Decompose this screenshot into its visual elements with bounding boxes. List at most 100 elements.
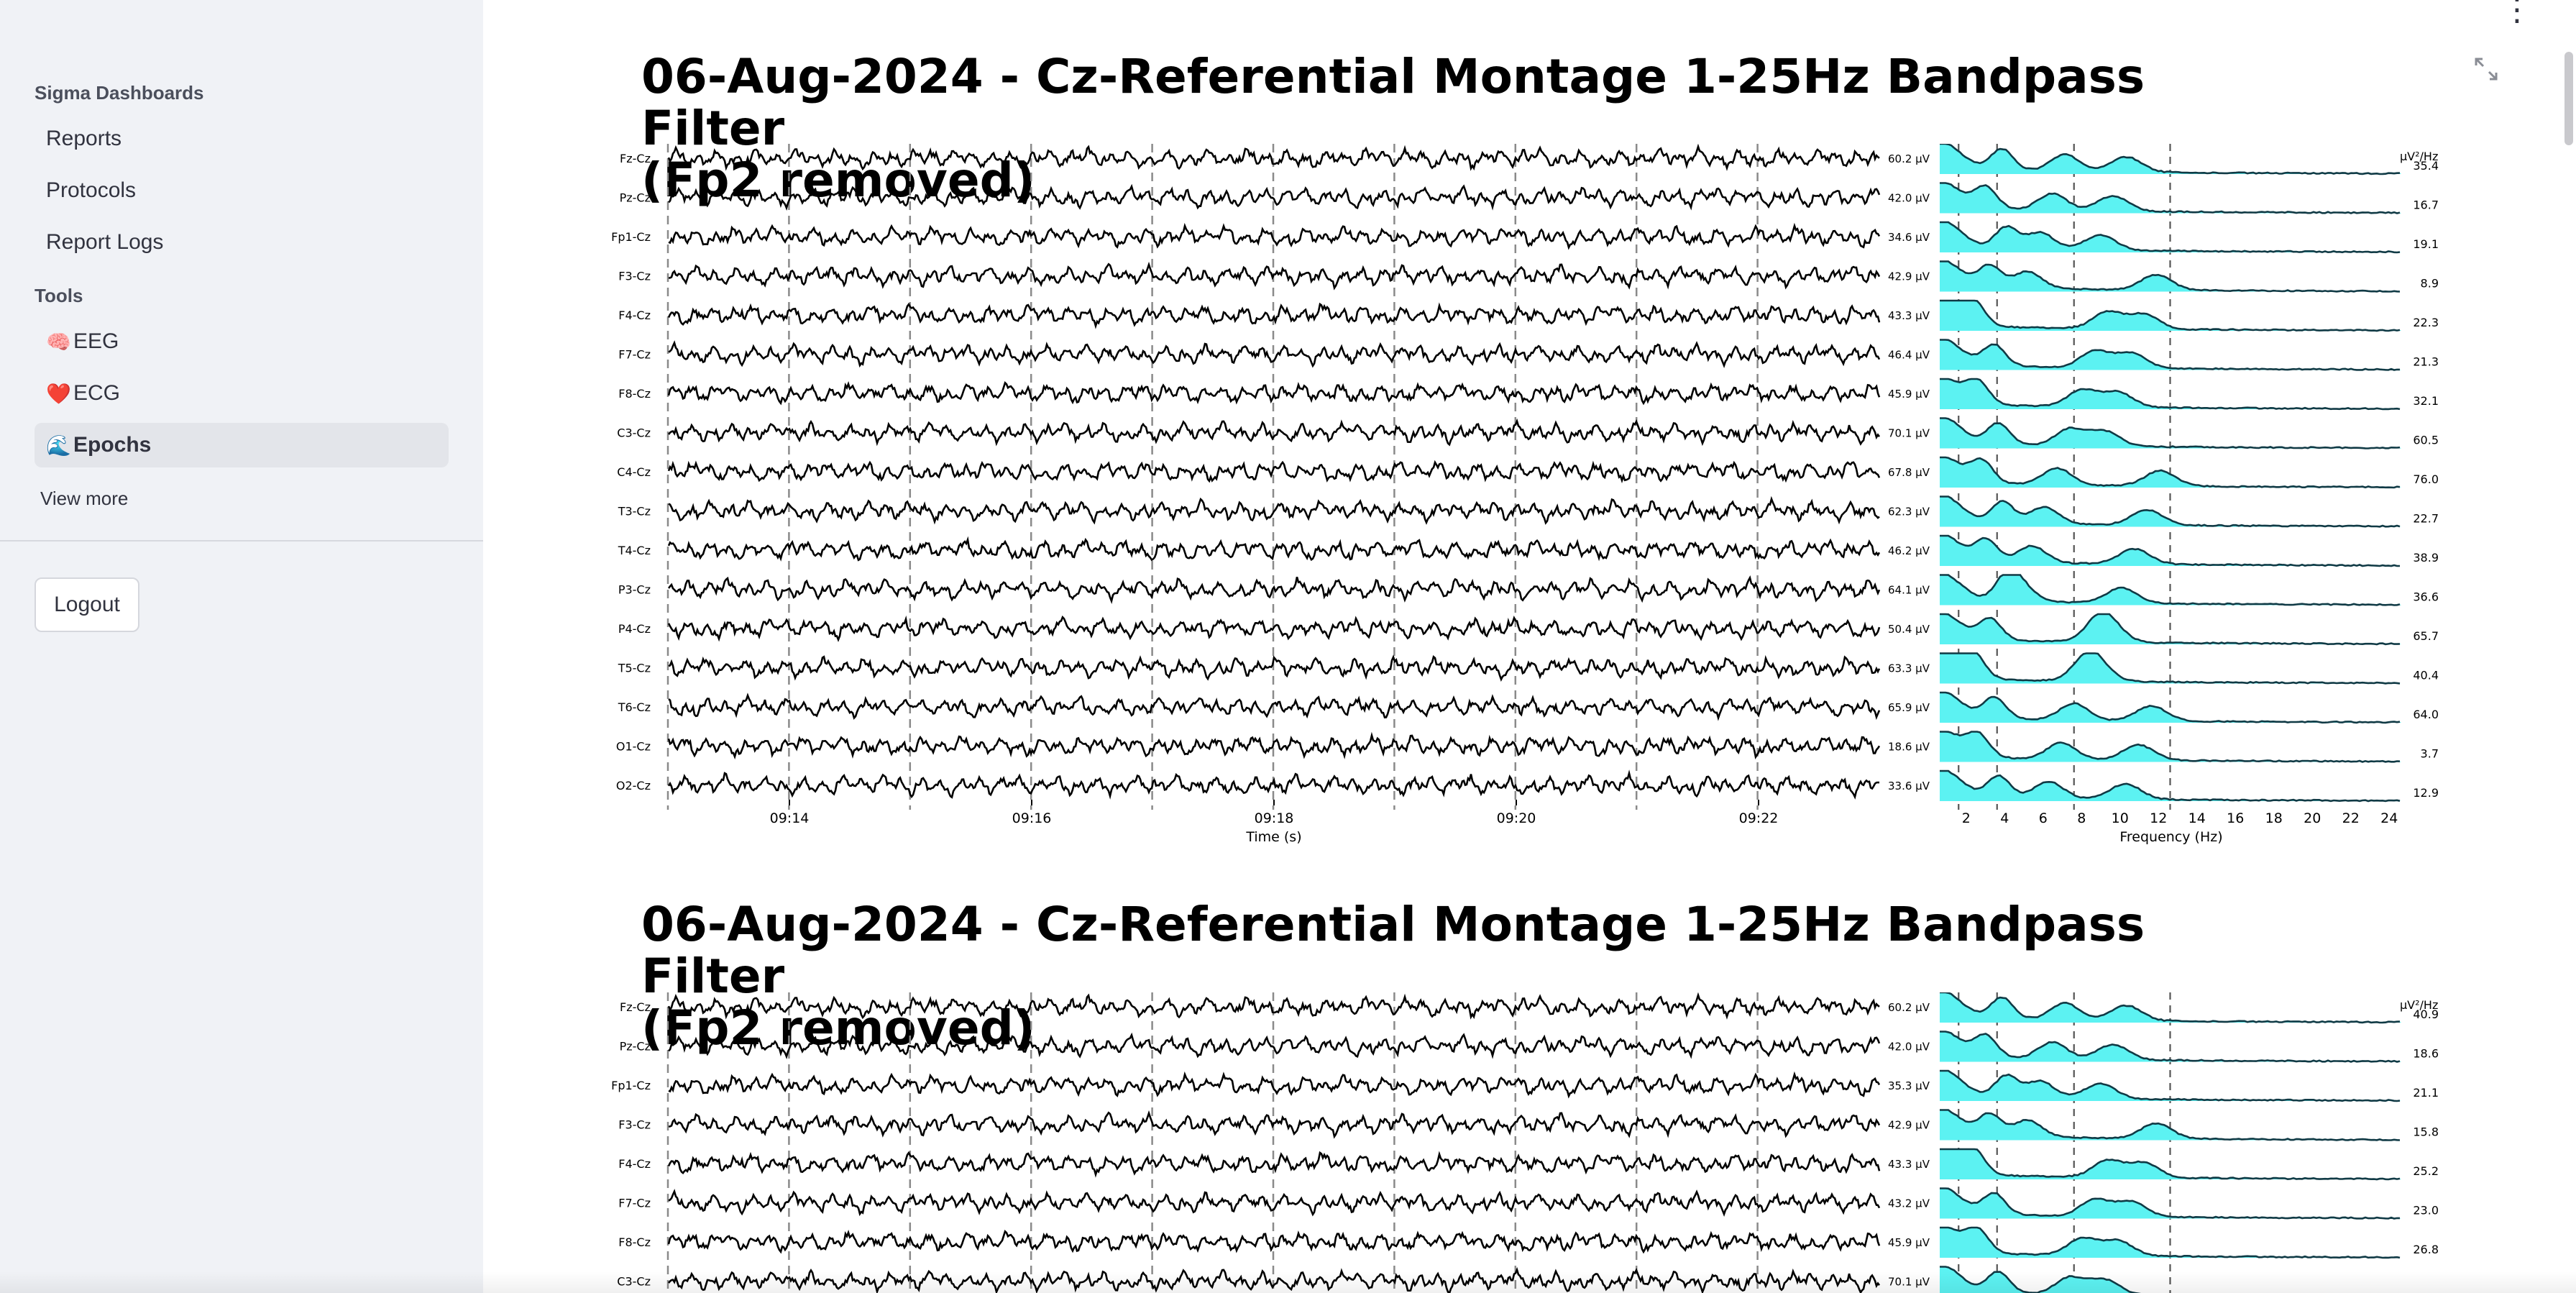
amplitude-label: 33.6 µV [1888,780,1930,792]
psd-max-label: 36.6 [2413,590,2439,604]
plot-title-line1: 06-Aug-2024 - Cz-Referential Montage 1-2… [641,51,2295,155]
psd-max-label: 22.3 [2413,316,2439,329]
sidebar-section-sigma-dashboards: Sigma Dashboards [35,82,204,104]
psd-max-label: 32.1 [2413,394,2439,408]
channel-label: P4-Cz [618,622,651,636]
freq-tick-label: 8 [2077,810,2086,826]
psd-max-label: 26.8 [2413,1243,2439,1256]
amplitude-label: 34.6 µV [1888,231,1930,244]
channel-label: C4-Cz [617,465,651,479]
freq-tick-label: 20 [2304,810,2321,826]
amplitude-label: 42.9 µV [1888,270,1930,283]
scrollbar[interactable] [2564,52,2573,145]
freq-tick-label: 14 [2188,810,2206,826]
channel-label: T6-Cz [618,700,651,714]
eeg-trace [669,1112,1879,1136]
time-axis-label: Time (s) [1245,829,1301,845]
channel-label: F7-Cz [618,348,651,362]
psd-max-label: 40.9 [2413,1008,2439,1021]
channel-label: Pz-Cz [620,1040,651,1054]
psd-max-label: 18.6 [2413,1047,2439,1061]
psd-max-label: 60.5 [2413,434,2439,447]
eeg-trace [669,1231,1879,1251]
channel-label: Fz-Cz [620,1000,651,1014]
amplitude-label: 42.0 µV [1888,192,1930,205]
psd-max-label: 3.7 [2421,747,2439,761]
channel-label: Fp1-Cz [611,1079,651,1092]
channel-label: F3-Cz [618,270,651,283]
channel-label: Fz-Cz [620,152,651,165]
amplitude-label: 65.9 µV [1888,701,1930,714]
psd-max-label: 12.9 [2413,786,2439,800]
channel-label: P3-Cz [618,583,651,597]
time-tick-label: 09:22 [1739,810,1779,826]
amplitude-label: 42.9 µV [1888,1119,1930,1132]
amplitude-label: 50.4 µV [1888,623,1930,636]
psd-max-label: 22.7 [2413,512,2439,526]
eeg-trace [669,383,1879,403]
amplitude-label: 60.2 µV [1888,152,1930,165]
channel-label: T4-Cz [618,544,651,557]
eeg-trace [669,264,1879,288]
freq-tick-label: 2 [1962,810,1971,826]
time-tick-label: 09:14 [770,810,810,826]
psd-max-label: 23.0 [2413,1204,2439,1217]
psd-max-label: 65.7 [2413,629,2439,643]
amplitude-label: 67.8 µV [1888,466,1930,479]
amplitude-label: 43.3 µV [1888,309,1930,322]
channel-label: F3-Cz [618,1118,651,1132]
psd-max-label: 38.9 [2413,551,2439,565]
eeg-epoch-chart: µV²/HzFz-Cz 60.2 µV 35.4Pz-Cz 42.0 µV 16.7Fp… [0,144,2459,870]
freq-tick-label: 10 [2112,810,2129,826]
channel-label: T5-Cz [618,662,651,675]
psd-max-label: 25.2 [2413,1164,2439,1178]
psd-max-label: 19.1 [2413,237,2439,251]
channel-label: C3-Cz [617,426,651,440]
more-menu-icon[interactable]: ⋮ [2501,0,2533,26]
channel-label: O1-Cz [616,740,651,754]
psd-max-label: 35.4 [2413,159,2439,173]
time-tick-label: 09:18 [1255,810,1294,826]
plot-title-line1: 06-Aug-2024 - Cz-Referential Montage 1-2… [641,899,2295,1002]
freq-tick-label: 24 [2380,810,2398,826]
amplitude-label: 45.9 µV [1888,388,1930,401]
channel-label: T3-Cz [618,505,651,518]
eeg-epoch-chart: µV²/HzFz-Cz 60.2 µV 40.9Pz-Cz 42.0 µV 18.6Fp… [0,992,2459,1293]
channel-label: F7-Cz [618,1197,651,1210]
time-tick-label: 09:16 [1012,810,1052,826]
channel-label: F8-Cz [618,1235,651,1249]
freq-tick-label: 12 [2150,810,2167,826]
time-tick-label: 09:20 [1497,810,1536,826]
eeg-trace [669,540,1879,560]
freq-tick-label: 16 [2227,810,2244,826]
amplitude-label: 45.9 µV [1888,1236,1930,1249]
psd-max-label: 8.9 [2421,277,2439,291]
psd-max-label: 16.7 [2413,198,2439,212]
channel-label: F4-Cz [618,309,651,322]
amplitude-label: 46.4 µV [1888,349,1930,362]
amplitude-label: 60.2 µV [1888,1001,1930,1014]
freq-tick-label: 18 [2265,810,2283,826]
fullscreen-icon[interactable] [2473,56,2499,82]
amplitude-label: 63.3 µV [1888,662,1930,675]
freq-tick-label: 4 [2000,810,2009,826]
amplitude-label: 43.3 µV [1888,1158,1930,1171]
amplitude-label: 43.2 µV [1888,1197,1930,1210]
amplitude-label: 62.3 µV [1888,506,1930,518]
channel-label: F4-Cz [618,1157,651,1171]
amplitude-label: 64.1 µV [1888,584,1930,597]
psd-max-label: 76.0 [2413,472,2439,486]
amplitude-label: 18.6 µV [1888,741,1930,754]
channel-label: F8-Cz [618,387,651,401]
psd-max-label: 15.8 [2413,1125,2439,1139]
freq-tick-label: 6 [2039,810,2048,826]
channel-label: O2-Cz [616,779,651,792]
psd-max-label: 21.1 [2413,1086,2439,1100]
psd-max-label: 64.0 [2413,708,2439,721]
amplitude-label: 70.1 µV [1888,427,1930,440]
psd-max-label: 21.3 [2413,355,2439,369]
freq-tick-label: 22 [2342,810,2360,826]
psd-max-label: 40.4 [2413,669,2439,682]
amplitude-label: 46.2 µV [1888,544,1930,557]
amplitude-label: 42.0 µV [1888,1041,1930,1054]
